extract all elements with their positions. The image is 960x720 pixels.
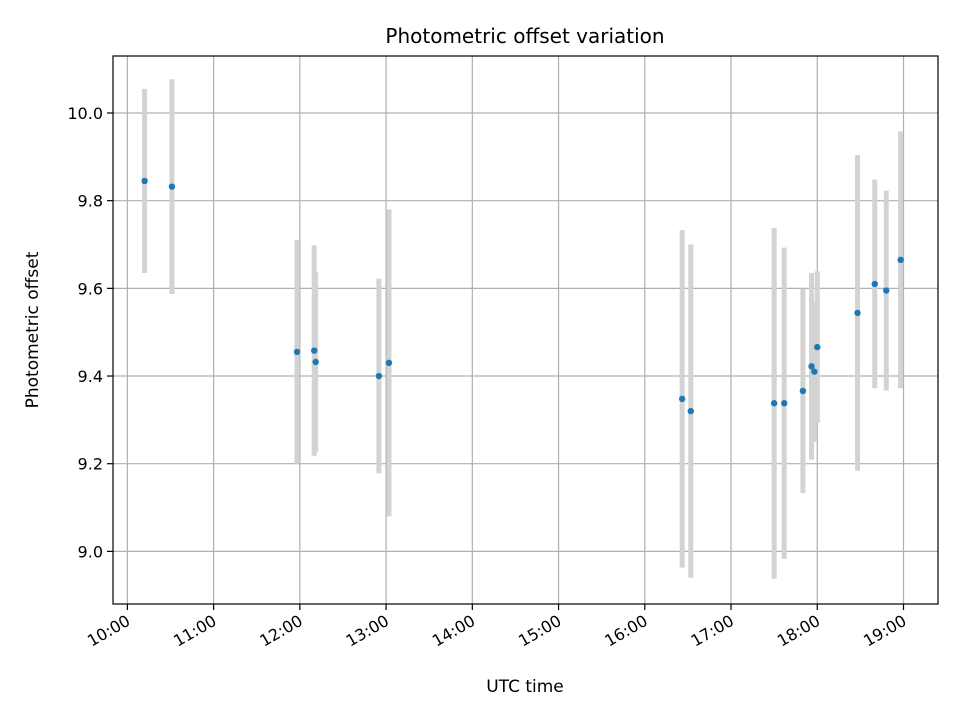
x-tick-label: 15:00 — [515, 611, 564, 651]
data-point — [811, 368, 818, 375]
x-tick-label: 14:00 — [429, 611, 478, 651]
data-point — [808, 363, 815, 370]
data-point — [687, 407, 694, 415]
data-point — [312, 358, 319, 366]
x-tick-label: 17:00 — [688, 611, 737, 651]
data-point — [293, 348, 301, 356]
x-tick-label: 19:00 — [860, 611, 909, 651]
data-point — [883, 287, 890, 294]
x-tick-label: 16:00 — [601, 611, 650, 651]
x-tick-label: 13:00 — [343, 611, 392, 651]
x-tick-label: 11:00 — [170, 611, 219, 651]
data-point — [770, 400, 778, 407]
data-point — [168, 183, 176, 190]
y-tick-label: 9.2 — [78, 455, 103, 474]
data-point — [854, 309, 861, 317]
data-point — [385, 359, 393, 367]
data-point — [814, 343, 821, 351]
x-tick-label: 10:00 — [84, 611, 133, 651]
plot-frame — [112, 55, 939, 605]
data-points — [141, 177, 904, 415]
data-point — [141, 177, 148, 185]
x-tick-label: 18:00 — [774, 611, 823, 651]
data-point — [678, 395, 686, 403]
x-axis-label: UTC time — [486, 677, 564, 697]
y-tick-label: 9.6 — [78, 279, 103, 298]
error-bars — [142, 79, 904, 579]
data-point — [375, 372, 383, 380]
y-axis: 9.0 9.2 9.4 9.6 9.8 10.0 — [67, 104, 113, 561]
chart-title: Photometric offset variation — [385, 24, 664, 48]
y-tick-label: 10.0 — [67, 104, 103, 123]
data-point — [799, 387, 807, 395]
x-axis: 10:00 11:00 12:00 13:00 14:00 15:00 16:00 17:00… — [84, 604, 910, 651]
y-tick-label: 9.4 — [78, 367, 103, 386]
data-point — [897, 256, 904, 264]
x-tick-label: 12:00 — [256, 611, 305, 651]
data-point — [311, 347, 318, 354]
y-tick-label: 9.0 — [78, 542, 103, 561]
data-point — [871, 280, 878, 288]
data-point — [781, 400, 788, 407]
y-tick-label: 9.8 — [78, 192, 103, 211]
y-axis-label: Photometric offset — [23, 251, 43, 408]
